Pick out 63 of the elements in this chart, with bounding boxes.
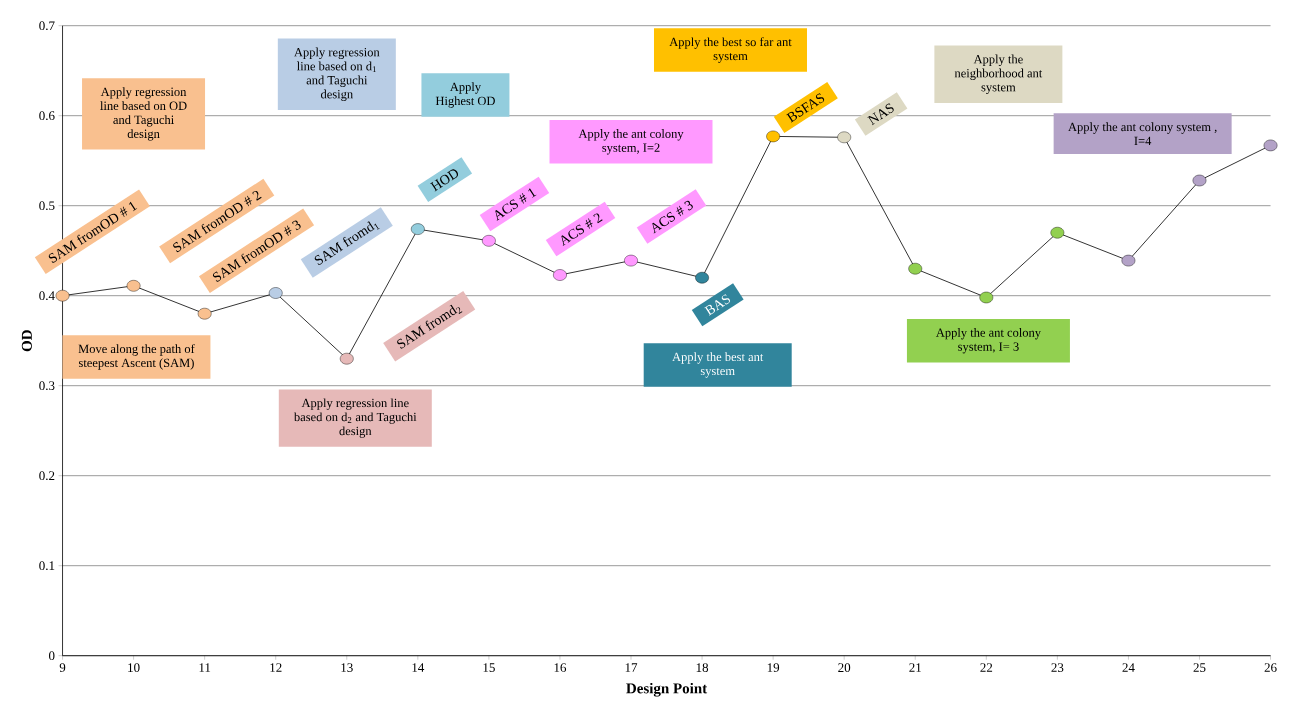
point xyxy=(908,263,923,275)
point xyxy=(1192,174,1207,187)
annotation: Apply the neighborhood ant system xyxy=(954,54,1043,94)
annotation: ACS # 2 xyxy=(561,213,603,246)
y-axis-title: OD xyxy=(21,330,32,352)
y-tick-label: 0.2 xyxy=(39,471,55,481)
y-tick-label: 0.6 xyxy=(39,111,55,121)
x-tick-label: 18 xyxy=(696,663,709,672)
point xyxy=(624,254,638,267)
point xyxy=(268,287,283,299)
annotation: ACS # 1 xyxy=(495,188,537,221)
point xyxy=(695,272,709,284)
point xyxy=(1263,139,1278,152)
x-tick-label: 11 xyxy=(199,663,211,672)
x-tick-label: 10 xyxy=(128,663,140,672)
x-axis-title: Design Point xyxy=(626,682,708,697)
x-tick-label: 26 xyxy=(1264,663,1277,672)
x-tick-label: 14 xyxy=(412,663,425,672)
x-tick-label: 25 xyxy=(1193,663,1206,672)
annotation: Apply the ant colony system, I= 3 xyxy=(935,328,1041,354)
x-tick-label: 21 xyxy=(909,663,921,672)
annotation: NAS xyxy=(867,103,894,126)
annotation: ACS # 3 xyxy=(652,200,693,234)
y-tick-label: 0.3 xyxy=(39,381,55,391)
x-tick-label: 13 xyxy=(341,663,353,672)
annotation: Apply regression line based on d$_{1}$ and Taguchi design xyxy=(294,47,380,101)
point xyxy=(126,280,141,292)
y-tick-label: 0 xyxy=(49,651,55,661)
y-tick-label: 0.4 xyxy=(39,291,55,301)
point xyxy=(411,223,425,235)
x-tick-label: 17 xyxy=(625,663,638,672)
annotation: BAS xyxy=(704,294,730,316)
x-tick-label: 20 xyxy=(838,663,851,672)
point xyxy=(766,130,780,143)
point xyxy=(553,269,567,281)
y-tick-label: 0.7 xyxy=(39,21,55,31)
annotation: Apply the best ant system xyxy=(672,352,764,378)
y-tick-label: 0.1 xyxy=(39,561,55,571)
y-tick-label: 0.5 xyxy=(39,201,55,211)
annotation: Apply the best so far ant system xyxy=(669,37,792,63)
annotation: Apply regression line based on d$_{2}$ and Taguchi design xyxy=(293,398,417,438)
x-tick-label: 23 xyxy=(1051,663,1064,672)
annotation: Apply the ant colony system , I=4 xyxy=(1068,122,1217,146)
annotation: Apply the ant colony system, I=2 xyxy=(578,129,684,155)
annotation: HOD xyxy=(429,169,459,192)
point xyxy=(837,131,851,143)
point xyxy=(197,308,212,320)
annotation: Apply regression line based on OD and Taguchi design xyxy=(100,87,187,141)
annotation: Apply Highest OD xyxy=(435,82,495,108)
x-tick-label: 16 xyxy=(554,663,567,672)
x-tick-label: 9 xyxy=(59,663,66,672)
x-tick-label: 19 xyxy=(767,663,780,672)
point xyxy=(1121,254,1136,267)
x-tick-label: 22 xyxy=(980,663,993,672)
x-tick-label: 24 xyxy=(1122,663,1135,672)
annotation: Move along the path of steepest Ascent (SAM) xyxy=(78,344,195,370)
point xyxy=(339,353,354,365)
point xyxy=(55,290,70,302)
point xyxy=(1050,227,1065,239)
point xyxy=(482,235,496,247)
x-tick-label: 12 xyxy=(270,663,282,672)
point xyxy=(979,291,994,304)
x-tick-label: 15 xyxy=(483,663,495,672)
